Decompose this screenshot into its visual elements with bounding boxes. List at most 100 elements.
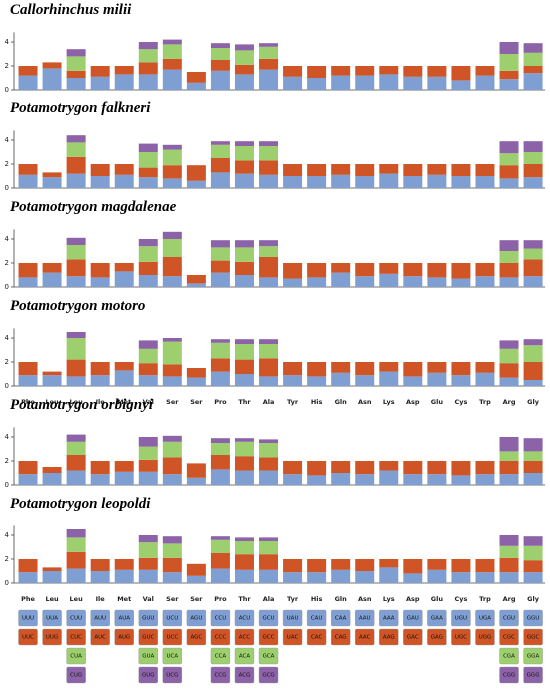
bar-segment bbox=[162, 338, 182, 342]
codon-box bbox=[186, 609, 207, 627]
bar-segment bbox=[90, 362, 110, 376]
bar-segment bbox=[259, 339, 279, 344]
codon-label: GGG bbox=[527, 673, 540, 679]
codon-label: CUU bbox=[70, 616, 82, 622]
bar-segment bbox=[523, 536, 543, 546]
bar-segment bbox=[331, 66, 351, 76]
bar-segment bbox=[523, 52, 543, 66]
codon-label: ACU bbox=[239, 616, 251, 622]
bar-segment bbox=[523, 572, 543, 583]
x-tick-label: Lys bbox=[383, 398, 395, 406]
bar-segment bbox=[138, 42, 158, 50]
y-tick-label: 4 bbox=[5, 531, 10, 539]
bar-segment bbox=[355, 559, 375, 571]
bar-segment bbox=[186, 82, 206, 90]
codon-box bbox=[90, 609, 110, 627]
bar-segment bbox=[210, 339, 230, 343]
bar-segment bbox=[499, 340, 519, 349]
codon-label: CAA bbox=[335, 616, 347, 622]
bar-segment bbox=[331, 461, 351, 473]
y-tick-label: 2 bbox=[5, 160, 9, 168]
bar-segment bbox=[499, 461, 519, 475]
bar-segment bbox=[499, 377, 519, 386]
bar-segment bbox=[523, 560, 543, 573]
codon-box bbox=[162, 666, 183, 684]
bar-segment bbox=[427, 76, 447, 90]
bar-segment bbox=[42, 263, 62, 273]
x-tick-label: Val bbox=[143, 398, 154, 406]
bar-segment bbox=[162, 457, 182, 475]
codon-box bbox=[475, 628, 495, 646]
y-tick-label: 4 bbox=[5, 136, 10, 144]
codon-box bbox=[403, 609, 423, 627]
bar-segment bbox=[138, 177, 158, 188]
bar-segment bbox=[307, 376, 327, 386]
bar-segment bbox=[259, 174, 279, 188]
x-tick-label: Ile bbox=[96, 595, 106, 603]
bar-segment bbox=[475, 559, 495, 573]
bar-segment bbox=[114, 471, 134, 485]
x-tick-label: Ser bbox=[166, 398, 179, 406]
bar-segment bbox=[234, 438, 254, 442]
bar-segment bbox=[307, 263, 327, 278]
codon-label: UAC bbox=[287, 635, 299, 641]
bar-segment bbox=[475, 461, 495, 475]
bar-segment bbox=[162, 231, 182, 239]
bar-segment bbox=[138, 152, 158, 168]
x-tick-label: Ser bbox=[166, 595, 179, 603]
bar-segment bbox=[451, 66, 471, 81]
bar-segment bbox=[499, 545, 519, 558]
bar-segment bbox=[451, 362, 471, 376]
codon-label: ACA bbox=[239, 654, 251, 660]
bar-segment bbox=[499, 474, 519, 485]
bar-segment bbox=[259, 470, 279, 485]
codon-box bbox=[138, 609, 158, 627]
bar-segment bbox=[66, 245, 86, 260]
chart-title: Potamotrygon magdalenae bbox=[10, 199, 177, 215]
codon-box bbox=[210, 666, 231, 684]
bar-segment bbox=[283, 362, 303, 376]
bar-segment bbox=[331, 559, 351, 570]
codon-label: UAU bbox=[287, 616, 299, 622]
bar-segment bbox=[355, 164, 375, 176]
bar-segment bbox=[18, 461, 38, 475]
bar-segment bbox=[307, 176, 327, 188]
bar-segment bbox=[210, 272, 230, 287]
bar-segment bbox=[138, 246, 158, 262]
codon-label: UUA bbox=[46, 616, 58, 622]
bar-segment bbox=[186, 275, 206, 284]
codon-label: AUU bbox=[94, 616, 106, 622]
bar-segment bbox=[186, 165, 206, 181]
bar-segment bbox=[138, 375, 158, 386]
codon-box bbox=[403, 628, 423, 646]
bar-segment bbox=[331, 164, 351, 175]
bar-segment bbox=[90, 375, 110, 386]
y-tick-label: 0 bbox=[5, 382, 9, 390]
codon-label: AUA bbox=[118, 616, 130, 622]
codon-label: GAG bbox=[431, 635, 443, 641]
bar-segment bbox=[210, 43, 230, 48]
bar-segment bbox=[162, 341, 182, 365]
bar-segment bbox=[451, 164, 471, 176]
bar-segment bbox=[475, 164, 495, 176]
bar-segment bbox=[66, 376, 86, 386]
bar-segment bbox=[234, 339, 254, 344]
bar-segment bbox=[234, 240, 254, 248]
codon-box bbox=[258, 666, 279, 684]
bar-segment bbox=[499, 535, 519, 546]
x-tick-label: Val bbox=[143, 595, 154, 603]
bar-segment bbox=[523, 43, 543, 53]
chart-title: Potamotrygon falkneri bbox=[10, 100, 151, 116]
x-tick-label: Pro bbox=[214, 398, 227, 406]
bar-segment bbox=[138, 340, 158, 349]
bar-segment bbox=[355, 571, 375, 583]
bar-segment bbox=[283, 559, 303, 573]
bar-segment bbox=[42, 473, 62, 485]
bar-segment bbox=[427, 66, 447, 77]
bar-segment bbox=[234, 537, 254, 541]
bar-segment bbox=[210, 539, 230, 553]
bar-segment bbox=[66, 470, 86, 485]
codon-box bbox=[18, 628, 38, 646]
bar-segment bbox=[18, 572, 38, 583]
